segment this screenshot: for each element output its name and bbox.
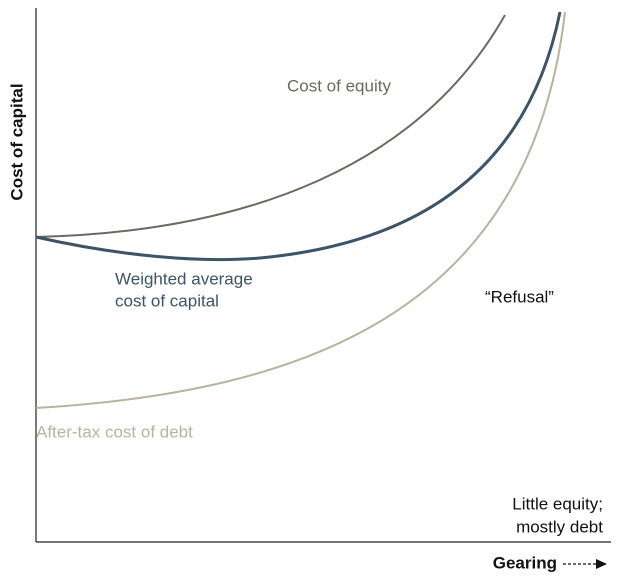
- equity-curve: [35, 14, 506, 238]
- extreme-label: Little equity;: [512, 494, 603, 513]
- debt-curve: [35, 11, 566, 409]
- wacc-label: Weighted average: [115, 269, 253, 288]
- refusal-label: “Refusal”: [485, 287, 554, 306]
- equity-label: Cost of equity: [287, 76, 391, 95]
- extreme-label: mostly debt: [516, 517, 603, 536]
- x-arrow-head: [596, 559, 607, 569]
- wacc-curve: [35, 11, 562, 262]
- debt-label: After-tax cost of debt: [36, 422, 193, 441]
- y-axis-label: Cost of capital: [7, 83, 26, 200]
- x-axis-label: Gearing: [493, 553, 557, 572]
- wacc-label: cost of capital: [115, 291, 219, 310]
